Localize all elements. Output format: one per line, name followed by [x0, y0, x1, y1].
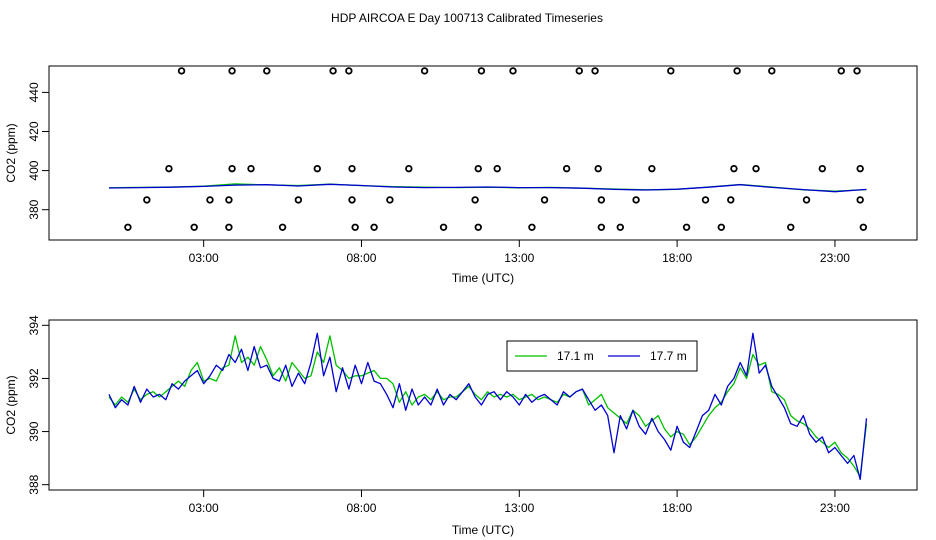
y-tick-label: 390 [27, 421, 41, 441]
calibration-point [348, 164, 356, 173]
calibration-point [727, 196, 735, 204]
calibration-point [682, 223, 691, 231]
calibration-point [477, 67, 486, 75]
calibration-point [228, 164, 236, 173]
calibration-point [386, 196, 394, 204]
calibration-point [225, 196, 233, 204]
calibration-point [540, 196, 549, 204]
calibration-point [717, 223, 726, 231]
calibration-point [632, 196, 640, 204]
calibration-point [509, 67, 517, 75]
calibration-point [474, 223, 482, 231]
y-tick-label: 392 [27, 368, 41, 388]
legend: 17.1 m 17.7 m [506, 340, 698, 372]
calibration-point [768, 67, 776, 75]
calibration-point [787, 223, 795, 231]
calibration-point [575, 67, 583, 75]
calibration-point [263, 67, 271, 75]
calibration-point [370, 223, 378, 231]
bottom-y-axis-label: CO2 (ppm) [4, 375, 18, 434]
top-y-axis-label: CO2 (ppm) [4, 123, 18, 182]
bottom-x-axis-label: Time (UTC) [452, 523, 514, 537]
x-tick-label: 18:00 [662, 501, 692, 515]
calibration-point [313, 164, 321, 173]
calibration-point [733, 67, 741, 75]
x-tick-label: 03:00 [189, 251, 219, 265]
calibration-point [247, 164, 255, 173]
calibration-point [405, 164, 413, 173]
calibration-point [206, 196, 214, 204]
x-tick-label: 08:00 [346, 501, 376, 515]
x-tick-label: 18:00 [662, 251, 692, 265]
series-line-17-1-m [108, 335, 868, 478]
calibration-point [177, 67, 186, 75]
x-tick-label: 23:00 [820, 501, 850, 515]
bottom-panel: Time (UTC) CO2 (ppm) 03:00 08:00 13:00 18:0… [4, 315, 918, 537]
bottom-plot-frame [48, 319, 918, 491]
calibration-point [228, 67, 236, 75]
calibration-point [597, 196, 606, 204]
calibration-point [802, 196, 811, 204]
calibration-point [591, 67, 599, 75]
calibration-point [329, 67, 337, 75]
calibration-point [439, 223, 448, 231]
x-tick-label: 13:00 [504, 251, 534, 265]
x-tick-label: 08:00 [346, 251, 376, 265]
series-line-17-7-m [108, 332, 868, 481]
calibration-point [420, 67, 429, 75]
calibration-point [752, 164, 760, 173]
calibration-point [562, 164, 571, 173]
calibration-point [124, 223, 132, 231]
calibration-point [143, 196, 151, 204]
y-tick-label: 440 [27, 82, 41, 102]
calibration-point [856, 164, 864, 173]
calibration-point [701, 196, 710, 204]
calibration-point [616, 223, 625, 231]
calibration-point [597, 223, 606, 231]
calibration-point [859, 223, 868, 231]
series-line-17-7-m [108, 183, 867, 193]
y-tick-label: 400 [27, 160, 41, 180]
calibration-point [667, 67, 675, 75]
y-tick-label: 394 [27, 315, 41, 335]
calibration-point [225, 223, 233, 231]
top-panel: Time (UTC) CO2 (ppm) 03:00 08:00 13:00 18:0… [4, 65, 918, 285]
top-x-axis-label: Time (UTC) [452, 271, 514, 285]
calibration-point [730, 164, 738, 173]
calibration-point [594, 164, 602, 173]
calibration-point [853, 67, 861, 75]
legend-label-17-7m: 17.7 m [650, 349, 687, 363]
calibration-point [294, 196, 303, 204]
calibration-point [348, 196, 356, 204]
y-tick-label: 388 [27, 474, 41, 494]
calibration-point [818, 164, 827, 173]
top-plot-frame [48, 65, 918, 241]
chart-title: HDP AIRCOA E Day 100713 Calibrated Times… [331, 11, 603, 25]
y-tick-label: 420 [27, 121, 41, 141]
calibration-point [165, 164, 173, 173]
legend-label-17-1m: 17.1 m [557, 349, 594, 363]
calibration-point [648, 164, 656, 173]
calibration-point [345, 67, 353, 75]
x-tick-label: 23:00 [820, 251, 850, 265]
calibration-point [493, 164, 501, 173]
calibration-point [471, 196, 479, 204]
calibration-point [528, 223, 536, 231]
calibration-point [278, 223, 287, 231]
calibration-point [856, 196, 864, 204]
calibration-point [474, 164, 482, 173]
x-tick-label: 03:00 [189, 501, 219, 515]
calibration-point [837, 67, 845, 75]
calibration-point [190, 223, 198, 231]
calibration-point [351, 223, 359, 231]
y-tick-label: 380 [27, 199, 41, 219]
x-tick-label: 13:00 [504, 501, 534, 515]
